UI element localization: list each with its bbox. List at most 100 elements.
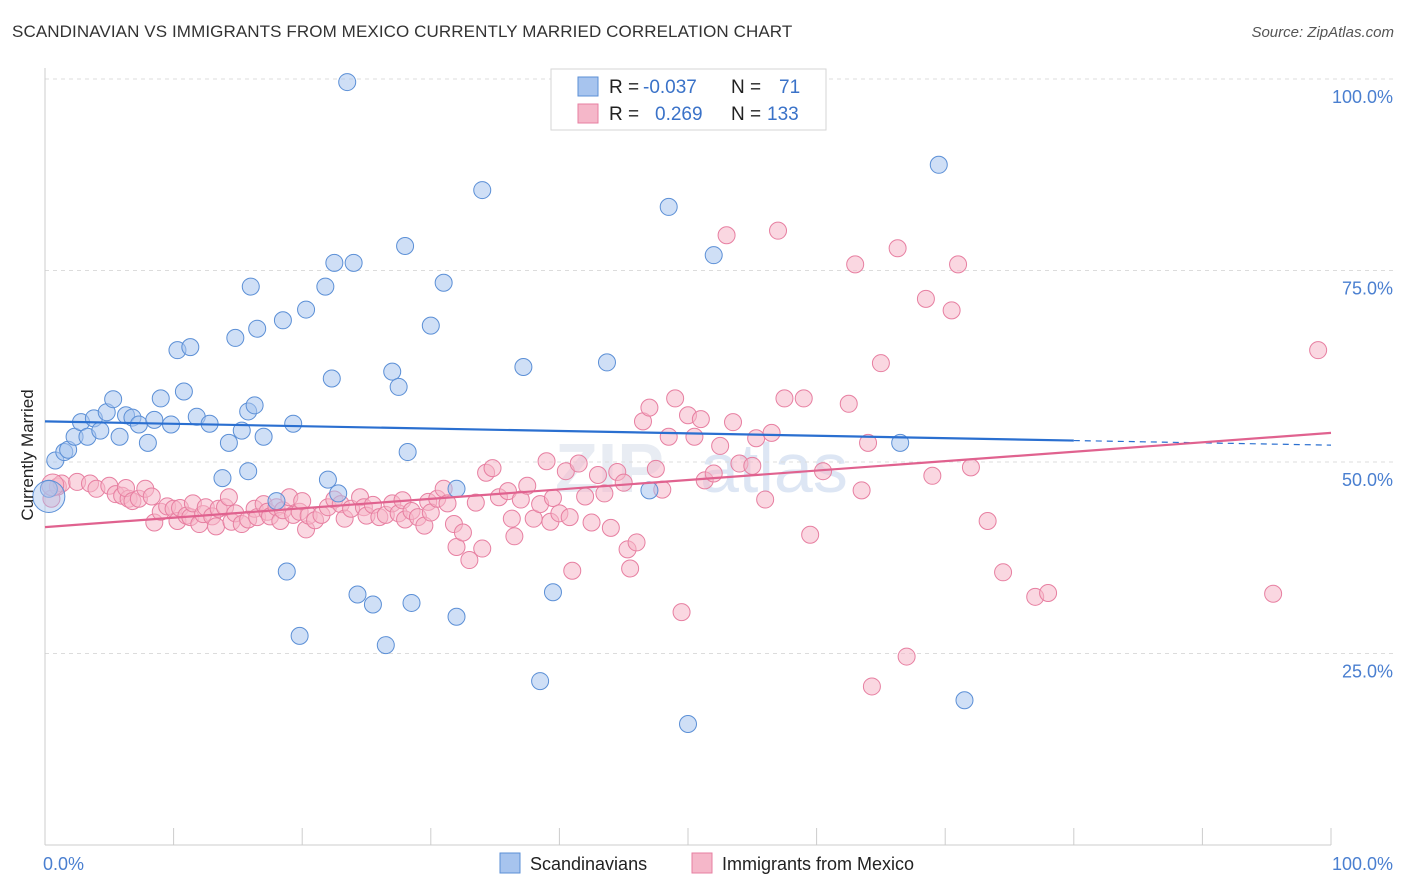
data-point: [338, 73, 357, 92]
data-point: [961, 458, 980, 477]
source-label: Source: ZipAtlas.com: [1251, 24, 1394, 41]
data-point: [344, 253, 363, 272]
data-point: [248, 319, 267, 338]
data-point: [213, 469, 232, 488]
legend: Scandinavians Immigrants from Mexico: [499, 852, 914, 874]
data-point: [226, 328, 245, 347]
data-point: [929, 155, 948, 174]
data-point: [978, 511, 997, 530]
data-point: [239, 462, 258, 481]
data-point: [498, 482, 517, 501]
data-point: [942, 301, 961, 320]
series-immigrants-from-mexico: [41, 221, 1328, 696]
data-point: [389, 377, 408, 396]
data-point: [646, 459, 665, 478]
y-axis-title: Currently Married: [18, 389, 37, 520]
y-tick-label: 100.0%: [1332, 87, 1393, 107]
data-point: [888, 239, 907, 258]
data-point: [743, 456, 762, 475]
data-point: [219, 488, 238, 507]
data-point: [514, 358, 533, 377]
data-point: [473, 181, 492, 200]
data-point: [316, 277, 335, 296]
data-point: [717, 226, 736, 245]
data-point: [325, 253, 344, 272]
data-point: [383, 362, 402, 381]
data-point: [859, 433, 878, 452]
data-point: [1309, 341, 1328, 360]
data-point: [685, 427, 704, 446]
data-point: [801, 525, 820, 544]
data-point: [563, 561, 582, 580]
data-point: [569, 454, 588, 473]
data-point: [434, 273, 453, 292]
data-point: [505, 527, 524, 546]
stats-r-value: 0.269: [655, 104, 703, 125]
data-point: [219, 433, 238, 452]
data-point: [447, 607, 466, 626]
data-point: [329, 484, 348, 503]
legend-label-immigrants: Immigrants from Mexico: [722, 854, 914, 874]
legend-swatch-scandinavians: [499, 852, 521, 874]
data-point: [627, 533, 646, 552]
legend-swatch-immigrants: [691, 852, 713, 874]
data-point: [518, 476, 537, 495]
data-point: [891, 433, 910, 452]
data-point: [691, 410, 710, 429]
data-point: [955, 691, 974, 710]
data-point: [640, 398, 659, 417]
data-point: [447, 479, 466, 498]
data-point: [994, 563, 1013, 582]
data-point: [711, 436, 730, 455]
legend-label-scandinavians: Scandinavians: [530, 854, 647, 874]
data-point: [376, 636, 395, 655]
data-point: [267, 492, 286, 511]
data-point: [277, 562, 296, 581]
data-point: [254, 427, 273, 446]
data-point: [724, 413, 743, 432]
data-point: [460, 551, 479, 570]
data-point: [273, 311, 292, 330]
data-point: [588, 466, 607, 485]
data-point: [852, 481, 871, 500]
data-point: [466, 493, 485, 512]
data-point: [595, 484, 614, 503]
data-point: [659, 427, 678, 446]
data-point: [348, 585, 367, 604]
data-point: [640, 481, 659, 500]
data-point: [297, 300, 316, 319]
data-point: [241, 277, 260, 296]
data-point: [666, 389, 685, 408]
data-point: [543, 583, 562, 602]
gridlines: [45, 78, 1395, 654]
series-scandinavians: [32, 73, 974, 733]
data-point: [91, 421, 110, 440]
trend-line-immigrants: [44, 431, 1332, 529]
data-point: [483, 459, 502, 478]
data-point: [421, 316, 440, 335]
data-point: [621, 559, 640, 578]
data-point: [614, 473, 633, 492]
data-point: [145, 410, 164, 429]
data-point: [794, 389, 813, 408]
y-tick-label: 75.0%: [1342, 279, 1393, 299]
data-point: [601, 518, 620, 537]
axes: [44, 68, 1332, 846]
chart-title: SCANDINAVIAN VS IMMIGRANTS FROM MEXICO C…: [12, 22, 793, 41]
data-point: [142, 487, 161, 506]
stats-n-label: N =: [731, 77, 761, 98]
stats-swatch-scandinavians: [577, 76, 599, 97]
data-point: [923, 466, 942, 485]
data-point: [756, 490, 775, 509]
x-tick-label-max: 100.0%: [1332, 854, 1393, 874]
data-point: [747, 429, 766, 448]
data-point: [398, 443, 417, 462]
data-point: [138, 433, 157, 452]
data-point: [502, 509, 521, 528]
stats-swatch-immigrants: [577, 103, 599, 124]
data-point: [245, 396, 264, 415]
data-point: [284, 414, 303, 433]
trend-lines: [44, 420, 1332, 529]
data-point: [846, 255, 865, 274]
